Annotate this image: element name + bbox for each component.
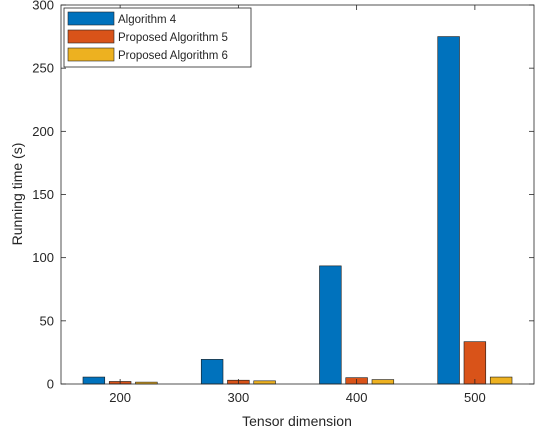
bar-proposed-algorithm-5-500: [463, 341, 487, 385]
bar-algorithm-4-200: [82, 376, 106, 385]
axes-layer: [60, 4, 535, 385]
y-tick-label-250: 250: [32, 61, 54, 76]
x-tick-label-400: 400: [346, 390, 368, 405]
legend-swatch-algorithm-4: [67, 11, 115, 26]
tick-labels-layer: 0 50 100 150 200 250 300 200 300 400 500: [32, 0, 485, 405]
legend-label-algorithm-4: Algorithm 4: [118, 14, 177, 26]
legend-swatch-proposed-algorithm-6: [67, 47, 115, 62]
x-tick-label-200: 200: [109, 390, 131, 405]
bar-algorithm-4-400: [319, 265, 342, 385]
x-tick-label-300: 300: [228, 390, 250, 405]
bar-proposed-algorithm-6-400: [371, 379, 395, 385]
bar-proposed-algorithm-6-300: [253, 380, 276, 385]
y-tick-label-200: 200: [32, 124, 54, 139]
y-tick-label-100: 100: [32, 250, 54, 265]
bar-algorithm-4-300: [200, 359, 224, 385]
x-axis-label: Tensor dimension: [242, 413, 352, 429]
legend: Algorithm 4 Proposed Algorithm 5 Propose…: [63, 7, 252, 68]
legend-label-proposed-algorithm-5: Proposed Algorithm 5: [118, 32, 228, 44]
bar-algorithm-4-500: [437, 36, 460, 385]
bar-proposed-algorithm-6-500: [489, 376, 513, 385]
x-tick-label-500: 500: [464, 390, 486, 405]
y-tick-label-300: 300: [32, 0, 54, 13]
y-tick-label-150: 150: [32, 187, 54, 202]
legend-swatch-proposed-algorithm-5: [67, 29, 115, 44]
y-axis-label: Running time (s): [9, 143, 25, 246]
y-tick-label-50: 50: [40, 313, 54, 328]
legend-label-proposed-algorithm-6: Proposed Algorithm 6: [118, 50, 228, 62]
y-tick-label-0: 0: [47, 377, 54, 392]
